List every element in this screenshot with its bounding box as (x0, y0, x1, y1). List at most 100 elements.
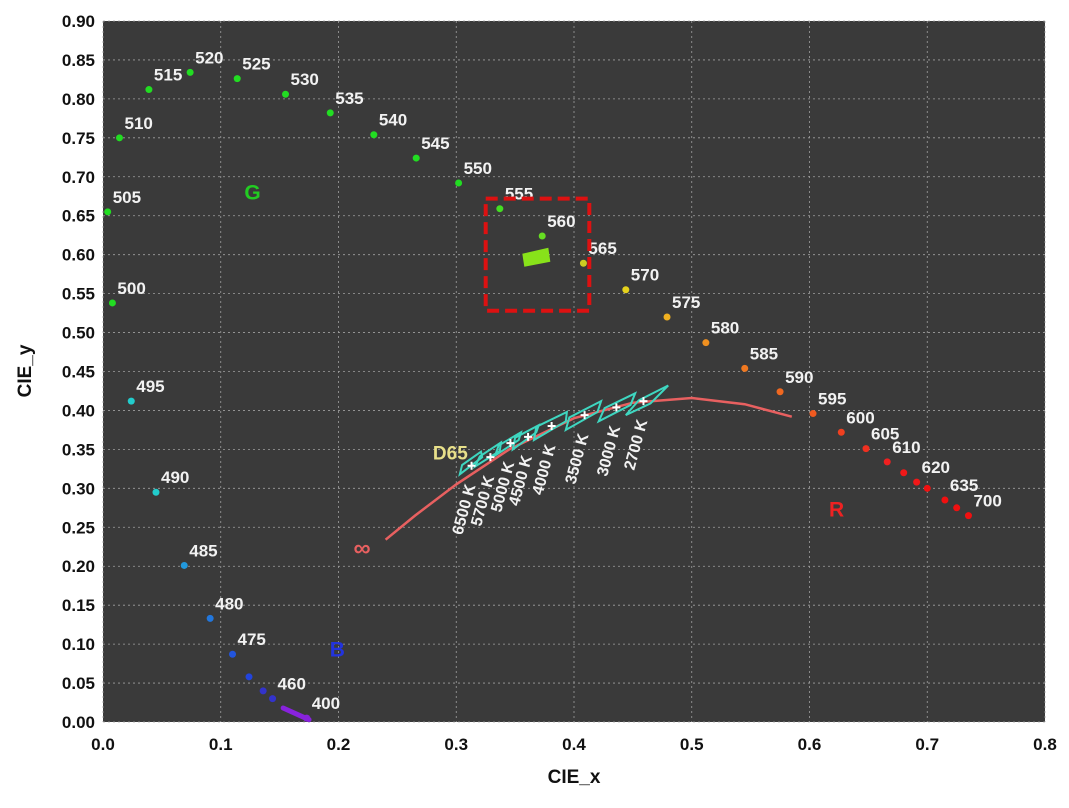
wavelength-label: 540 (379, 111, 407, 130)
wavelength-point (883, 458, 891, 466)
wavelength-point (326, 109, 334, 117)
wavelength-label: 475 (238, 630, 266, 649)
wavelength-point (152, 488, 160, 496)
x-tick-label: 0.4 (562, 735, 586, 754)
x-axis-tick-labels: 0.0 0.1 0.2 0.3 0.4 0.5 0.6 0.7 0.8 (91, 735, 1057, 754)
d65-label: D65 (433, 443, 468, 464)
cct-quadrangle (564, 399, 603, 432)
cct-point (486, 453, 495, 462)
wavelength-point (913, 478, 921, 486)
wavelength-point (579, 259, 587, 267)
wavelength-label: 525 (242, 55, 270, 74)
wavelength-label: 600 (846, 408, 874, 427)
wavelength-point (862, 445, 870, 453)
wavelength-label: 595 (818, 390, 846, 409)
wavelength-label: 510 (124, 114, 152, 133)
wavelength-point (941, 496, 949, 504)
wavelength-label: 485 (189, 541, 217, 560)
planckian-locus: ∞ (353, 396, 793, 562)
cct-point (524, 432, 533, 441)
wavelength-point (229, 650, 237, 658)
y-tick-label: 0.60 (62, 246, 95, 265)
cct-point (639, 397, 648, 406)
cct-point (547, 422, 556, 431)
y-tick-label: 0.75 (62, 129, 95, 148)
y-tick-label: 0.00 (62, 713, 95, 732)
wavelength-point (108, 299, 116, 307)
wavelength-point (496, 205, 504, 213)
wavelength-point (776, 388, 784, 396)
y-axis-title: CIE_y (15, 344, 36, 397)
y-tick-label: 0.55 (62, 285, 95, 304)
cct-point (506, 439, 515, 448)
wavelength-point (127, 397, 135, 405)
y-tick-label: 0.85 (62, 51, 95, 70)
wavelength-point (538, 232, 546, 240)
y-tick-label: 0.40 (62, 401, 95, 420)
wavelength-point (180, 561, 188, 569)
cct-quadrangle (596, 391, 638, 424)
wavelength-point (622, 286, 630, 294)
cct-quadrangle (472, 440, 503, 470)
wavelength-label: 570 (631, 266, 659, 285)
wavelength-label: 700 (973, 492, 1001, 511)
wavelength-point (455, 179, 463, 187)
wavelength-label: 400 (312, 694, 340, 713)
wavelength-label: 500 (117, 279, 145, 298)
annotations: D65 G B R (244, 181, 844, 661)
wavelength-label: 545 (421, 134, 449, 153)
wavelength-point (741, 364, 749, 372)
wavelength-point (809, 410, 817, 418)
wavelength-point (186, 68, 194, 76)
locus-point (900, 469, 908, 477)
cct-point (580, 411, 589, 420)
cct-quadrangle (458, 450, 484, 477)
spectral-locus: 520 515 525 530 535 540 510 545 550 505 555 560 565 5… (104, 48, 1002, 723)
y-tick-label: 0.15 (62, 596, 95, 615)
wavelength-point (663, 313, 671, 321)
cct-quadrangle (532, 410, 569, 442)
wavelength-label: 480 (215, 594, 243, 613)
x-tick-label: 0.7 (915, 735, 939, 754)
cct-quadrangles (458, 384, 669, 477)
y-tick-label: 0.70 (62, 168, 95, 187)
wavelength-label: 530 (291, 70, 319, 89)
wavelength-label: 560 (547, 212, 575, 231)
grid-lines (102, 20, 1046, 723)
wavelength-label: 610 (892, 438, 920, 457)
cct-quadrangle (625, 384, 669, 417)
wavelength-point (206, 614, 214, 622)
wavelength-label: 515 (154, 66, 182, 85)
wavelength-label: 460 (278, 675, 306, 694)
locus-point (259, 687, 267, 695)
x-tick-label: 0.8 (1033, 735, 1057, 754)
wavelength-point (282, 90, 290, 98)
x-tick-label: 0.5 (680, 735, 704, 754)
y-tick-label: 0.25 (62, 518, 95, 537)
y-tick-label: 0.50 (62, 324, 95, 343)
wavelength-label: 585 (750, 344, 778, 363)
wavelength-point (412, 154, 420, 162)
y-tick-label: 0.30 (62, 479, 95, 498)
wavelength-point (115, 134, 123, 142)
region-label: G (244, 181, 260, 204)
wavelength-label: 580 (711, 319, 739, 338)
x-tick-label: 0.0 (91, 735, 115, 754)
wavelength-point (269, 695, 277, 703)
region-label: B (330, 639, 345, 662)
y-axis-tick-labels: 0.00 0.05 0.10 0.15 0.20 0.25 0.30 0.35 0.40 0.45… (62, 12, 95, 732)
y-tick-label: 0.65 (62, 207, 95, 226)
wavelength-point (145, 86, 153, 94)
infinity-marker: ∞ (353, 535, 370, 562)
wavelength-point (233, 75, 241, 83)
wavelength-label: 565 (588, 239, 616, 258)
x-tick-label: 0.3 (444, 735, 468, 754)
x-tick-label: 0.2 (327, 735, 351, 754)
locus-point (923, 484, 931, 492)
wavelength-point (104, 208, 112, 216)
wavelength-point (370, 131, 378, 139)
wavelength-label: 490 (161, 468, 189, 487)
y-tick-label: 0.45 (62, 363, 95, 382)
wavelength-point (964, 512, 972, 520)
